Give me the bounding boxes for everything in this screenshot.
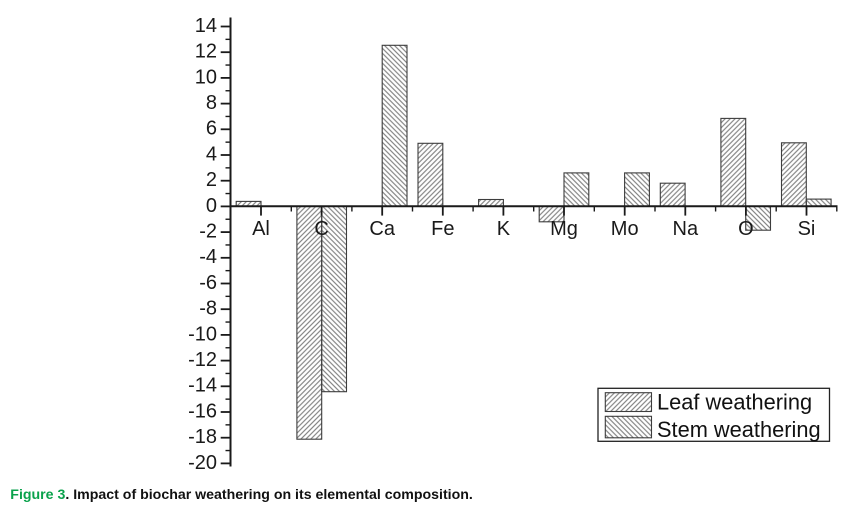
svg-text:K: K: [497, 218, 511, 240]
svg-text:-4: -4: [199, 246, 217, 268]
svg-text:-20: -20: [188, 452, 217, 474]
svg-text:Mo: Mo: [611, 218, 639, 240]
svg-text:C: C: [314, 218, 328, 240]
svg-text:14: 14: [195, 15, 217, 37]
svg-text:10: 10: [195, 66, 217, 88]
svg-text:-18: -18: [188, 426, 217, 448]
svg-text:O: O: [738, 218, 754, 240]
svg-text:Stem weathering: Stem weathering: [657, 417, 821, 442]
svg-text:-14: -14: [188, 375, 217, 397]
svg-text:-6: -6: [199, 272, 217, 294]
svg-text:Fe: Fe: [431, 218, 454, 240]
svg-text:Si: Si: [798, 218, 816, 240]
svg-text:0: 0: [206, 195, 217, 217]
svg-text:Leaf weathering: Leaf weathering: [657, 390, 812, 415]
svg-text:-12: -12: [188, 349, 217, 371]
svg-text:12: 12: [195, 41, 217, 63]
svg-text:4: 4: [206, 143, 217, 165]
svg-text:-8: -8: [199, 298, 217, 320]
svg-text:6: 6: [206, 118, 217, 140]
svg-text:Al: Al: [252, 218, 270, 240]
svg-text:Na: Na: [673, 218, 699, 240]
svg-text:Ca: Ca: [369, 218, 395, 240]
svg-text:2: 2: [206, 169, 217, 191]
svg-text:-2: -2: [199, 221, 217, 243]
svg-text:8: 8: [206, 92, 217, 114]
svg-text:-16: -16: [188, 400, 217, 422]
svg-text:Mg: Mg: [550, 218, 578, 240]
svg-text:-10: -10: [188, 323, 217, 345]
